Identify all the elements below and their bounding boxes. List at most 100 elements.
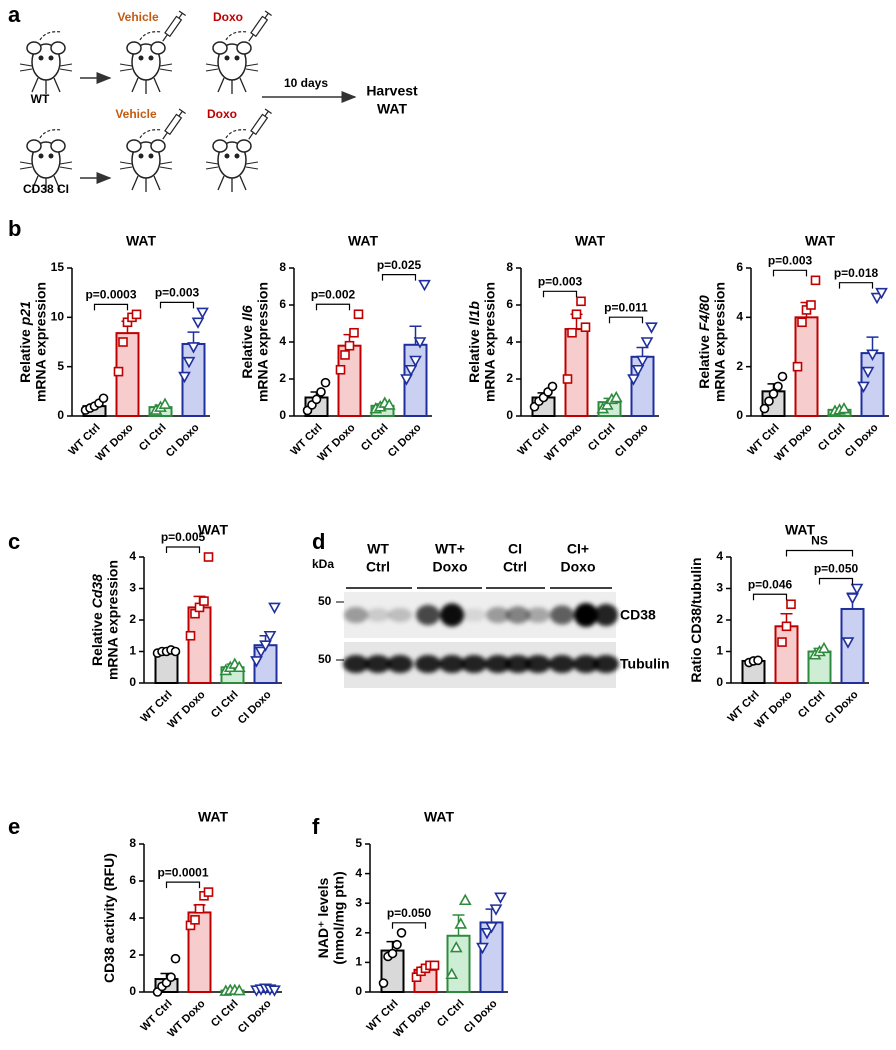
y-tick-label: 4 (129, 549, 136, 563)
blot-marker: 50 (318, 652, 332, 666)
p-value: p=0.002 (311, 287, 356, 301)
band (505, 655, 531, 673)
y-axis-label: mRNA expression (482, 282, 498, 402)
data-point (190, 915, 200, 925)
significance-bracket (165, 546, 201, 553)
x-tick-label: CI Doxo (462, 997, 500, 1035)
band (439, 655, 465, 673)
data-point (203, 552, 214, 562)
y-axis-label: Relative p21 (17, 301, 33, 383)
significance-bracket (159, 301, 195, 309)
lane-label: WT (367, 541, 389, 557)
panel-label: a (8, 2, 21, 27)
y-tick-label: 1 (129, 644, 136, 658)
data-point (250, 656, 263, 668)
band-label: CD38 (620, 607, 656, 623)
y-tick-label: 0 (129, 984, 136, 998)
band (344, 606, 368, 624)
x-tick-label: CI Ctrl (586, 422, 618, 454)
data-point (449, 940, 463, 953)
data-point (850, 583, 864, 596)
blot-marker: 50 (318, 594, 332, 608)
error-bar (409, 325, 422, 345)
significance-bracket (838, 282, 874, 289)
y-tick-label: 2 (716, 612, 723, 626)
y-label-gene: Il6 (239, 305, 255, 321)
chart-title: WAT (424, 809, 455, 825)
lane-label: Doxo (561, 559, 596, 575)
p-value: p=0.018 (834, 266, 879, 280)
band (388, 607, 412, 623)
chart-title: WAT (785, 522, 816, 538)
p-value: p=0.003 (768, 254, 813, 268)
data-point (429, 960, 440, 971)
y-tick-label: 6 (736, 260, 743, 274)
data-point (382, 398, 396, 410)
x-tick-label: CI Ctrl (435, 998, 467, 1030)
y-tick-label: 0 (716, 675, 723, 689)
x-tick-label: CI Doxo (386, 421, 424, 459)
syringe-icon (244, 10, 273, 45)
data-point (409, 355, 422, 368)
lane-label: Ctrl (503, 559, 527, 575)
band (387, 655, 413, 673)
data-point (170, 953, 181, 964)
data-point (182, 356, 196, 369)
data-point (866, 349, 879, 361)
p-value: p=0.005 (161, 530, 206, 544)
band (366, 608, 390, 622)
data-point (797, 317, 807, 328)
lane-label: CI (508, 541, 522, 557)
lane-label: WT+ (435, 541, 465, 557)
data-point (773, 381, 783, 392)
significance-bracket (772, 269, 808, 277)
y-tick-label: 1 (355, 955, 362, 969)
blot-unit: kDa (312, 557, 334, 571)
y-axis-label: mRNA expression (33, 282, 49, 402)
data-point (232, 983, 246, 996)
data-point (640, 337, 654, 349)
data-point (185, 630, 196, 641)
data-point (232, 660, 246, 673)
bar (840, 607, 865, 684)
band (485, 655, 511, 673)
significance-bracket (608, 316, 644, 324)
data-point (753, 655, 763, 666)
band (462, 608, 486, 622)
panel-label: e (8, 814, 20, 839)
y-label-gene: p21 (17, 301, 33, 326)
y-tick-label: 1 (716, 644, 723, 658)
data-point (837, 401, 851, 414)
x-tick-label: CI Doxo (236, 688, 274, 726)
x-tick-label: CI Doxo (823, 688, 861, 726)
band (415, 655, 441, 673)
data-point (170, 646, 181, 657)
data-point (113, 366, 124, 377)
y-tick-label: 4 (506, 334, 513, 348)
data-point (631, 364, 645, 377)
data-point (263, 630, 277, 643)
chart-title: WAT (805, 233, 836, 249)
x-tick-label: CI Doxo (843, 421, 881, 459)
y-label-text: Relative (696, 335, 712, 389)
data-point (311, 394, 322, 405)
data-point (494, 892, 507, 904)
data-point (178, 371, 191, 384)
data-point (187, 342, 200, 354)
data-point (353, 309, 364, 320)
data-point (571, 309, 582, 320)
data-point (392, 939, 402, 950)
significance-bracket (818, 577, 854, 585)
panel-label: b (8, 216, 21, 241)
mouse-icon (119, 128, 173, 193)
y-tick-label: 6 (506, 297, 513, 311)
band (593, 655, 619, 673)
data-point (810, 275, 821, 286)
y-label-text: Relative (466, 329, 482, 383)
panel-label: d (312, 529, 325, 554)
x-tick-label: CI Ctrl (209, 998, 241, 1030)
data-point (199, 596, 209, 606)
data-point (400, 374, 413, 386)
y-label-text: Relative (239, 325, 255, 379)
data-point (645, 322, 658, 334)
